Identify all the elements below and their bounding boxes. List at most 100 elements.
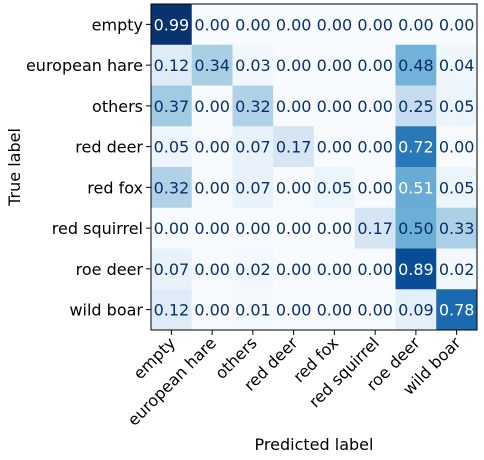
heatmap-cell (354, 4, 396, 46)
cell-value-label: 0.00 (317, 56, 353, 75)
heatmap-cell (191, 4, 233, 46)
cell-value-label: 0.00 (439, 15, 475, 34)
heatmap-cell (273, 4, 315, 46)
y-tick-label: empty (92, 15, 143, 34)
cell-value-label: 0.17 (276, 138, 312, 157)
cell-value-label: 0.00 (317, 97, 353, 116)
heatmap-cell (395, 44, 437, 86)
cell-value-label: 0.00 (357, 56, 393, 75)
cell-value-label: 0.00 (235, 219, 271, 238)
cell-value-label: 0.00 (194, 15, 230, 34)
heatmap-cell (151, 289, 193, 331)
cell-value-label: 0.09 (398, 301, 434, 320)
cell-value-label: 0.00 (194, 219, 230, 238)
heatmap-cell (273, 126, 315, 168)
cell-value-label: 0.51 (398, 178, 434, 197)
cell-value-label: 0.02 (235, 260, 271, 279)
heatmap-cell (436, 289, 478, 331)
cell-value-label: 0.34 (194, 56, 230, 75)
y-tick-label: red fox (87, 178, 143, 197)
heatmap-cell (191, 248, 233, 290)
heatmap-cell (314, 4, 356, 46)
heatmap-cell (191, 289, 233, 331)
y-tick-label: others (92, 97, 143, 116)
cell-value-label: 0.01 (235, 301, 271, 320)
cell-value-label: 0.32 (235, 97, 271, 116)
heatmap-cell (232, 44, 274, 86)
y-tick-label: wild boar (69, 301, 143, 320)
heatmap-cell (395, 248, 437, 290)
cell-value-label: 0.00 (276, 178, 312, 197)
y-tick-label: roe deer (76, 260, 144, 279)
cell-value-label: 0.12 (154, 56, 190, 75)
cell-value-label: 0.12 (154, 301, 190, 320)
cell-value-label: 0.00 (357, 97, 393, 116)
cell-value-label: 0.00 (317, 138, 353, 157)
heatmap-cell (354, 167, 396, 209)
heatmap-cell (354, 289, 396, 331)
cell-value-label: 0.00 (357, 301, 393, 320)
heatmap-cell (273, 167, 315, 209)
heatmap-cell (436, 44, 478, 86)
cell-value-label: 0.03 (235, 56, 271, 75)
heatmap-cell (314, 126, 356, 168)
heatmap-cells: 0.99 0.00 0.00 0.00 0.00 0.00 0.00 0.000.12 0.34… (151, 4, 478, 331)
cell-value-label: 0.00 (194, 260, 230, 279)
y-tick-label: red squirrel (52, 219, 143, 238)
x-axis-title: Predicted label (255, 435, 374, 454)
heatmap-cell (273, 289, 315, 331)
cell-value-label: 0.48 (398, 56, 434, 75)
heatmap-cell (395, 85, 437, 127)
heatmap-cell (151, 44, 193, 86)
y-tick-label: european hare (26, 56, 143, 75)
heatmap-cell (354, 126, 396, 168)
cell-value-label: 0.17 (357, 219, 393, 238)
heatmap-cell (395, 126, 437, 168)
cell-value-label: 0.50 (398, 219, 434, 238)
heatmap-cell (232, 289, 274, 331)
cell-value-label: 0.00 (357, 178, 393, 197)
heatmap-cell (314, 207, 356, 249)
heatmap-cell (314, 248, 356, 290)
heatmap-cell (354, 44, 396, 86)
cell-value-label: 0.00 (276, 97, 312, 116)
heatmap-cell (273, 248, 315, 290)
cell-value-label: 0.07 (154, 260, 190, 279)
cell-value-label: 0.00 (317, 219, 353, 238)
cell-value-label: 0.07 (235, 138, 271, 157)
y-axis-title: True label (5, 128, 24, 207)
heatmap-cell (314, 85, 356, 127)
heatmap-cell (232, 248, 274, 290)
heatmap-cell (395, 289, 437, 331)
plot-frame (150, 3, 478, 331)
cell-value-label: 0.00 (194, 178, 230, 197)
cell-value-label: 0.00 (194, 138, 230, 157)
cell-value-label: 0.00 (276, 15, 312, 34)
cell-value-label: 0.99 (154, 15, 190, 34)
cell-value-label: 0.07 (235, 178, 271, 197)
heatmap-cell (151, 167, 193, 209)
cell-value-label: 0.25 (398, 97, 434, 116)
cell-value-label: 0.00 (439, 138, 475, 157)
heatmap-cell (191, 167, 233, 209)
heatmap-cell (191, 207, 233, 249)
cell-value-label: 0.05 (439, 178, 475, 197)
cell-value-label: 0.78 (439, 301, 475, 320)
heatmap-cell (273, 207, 315, 249)
heatmap-cell (314, 167, 356, 209)
cell-value-label: 0.05 (439, 97, 475, 116)
heatmap-cell (395, 167, 437, 209)
cell-value-label: 0.04 (439, 56, 475, 75)
cell-value-label: 0.00 (317, 260, 353, 279)
heatmap-cell (436, 248, 478, 290)
heatmap-cell (191, 44, 233, 86)
cell-value-label: 0.89 (398, 260, 434, 279)
heatmap-cell (354, 248, 396, 290)
heatmap-cell (232, 207, 274, 249)
heatmap-cell (436, 85, 478, 127)
heatmap-cell (151, 4, 193, 46)
heatmap-cell (395, 207, 437, 249)
cell-value-label: 0.33 (439, 219, 475, 238)
heatmap-cell (232, 167, 274, 209)
